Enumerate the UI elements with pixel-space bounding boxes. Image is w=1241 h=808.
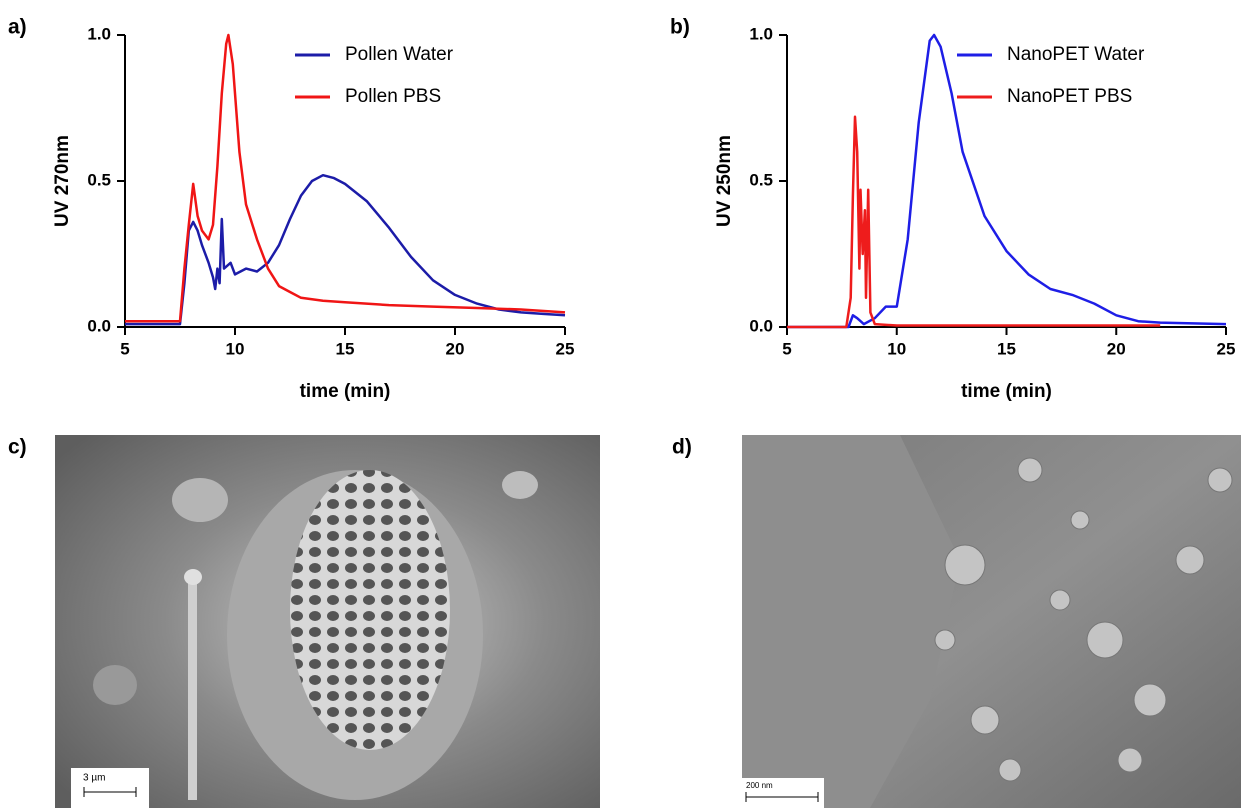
sem-image-d: [742, 435, 1241, 808]
x-axis-label: time (min): [300, 381, 391, 402]
y-tick-label: 0.5: [87, 170, 111, 189]
data-line: [787, 33, 1227, 329]
data-line: [125, 173, 566, 326]
x-tick-label: 5: [782, 339, 791, 358]
data-line: [787, 115, 1161, 329]
x-tick-label: 10: [887, 339, 906, 358]
y-tick-label: 0.0: [87, 316, 111, 335]
x-tick-label: 25: [556, 339, 575, 358]
sem-image-c: [55, 435, 600, 808]
x-tick-label: 20: [446, 339, 465, 358]
y-tick-label: 1.0: [87, 24, 111, 43]
y-axis-label: UV 250nm: [714, 135, 735, 227]
legend-label: Pollen PBS: [345, 86, 441, 107]
panel-label: c): [8, 436, 27, 459]
x-tick-label: 10: [226, 339, 245, 358]
x-tick-label: 20: [1107, 339, 1126, 358]
x-tick-label: 15: [336, 339, 355, 358]
legend-label: NanoPET PBS: [1007, 86, 1132, 107]
panel-label: b): [670, 16, 690, 39]
panel-label: d): [672, 436, 692, 459]
x-tick-label: 25: [1217, 339, 1236, 358]
x-axis-label: time (min): [961, 381, 1052, 402]
y-tick-label: 0.0: [749, 316, 773, 335]
legend-label: NanoPET Water: [1007, 44, 1145, 65]
scale-bar-label: 200 nm: [746, 781, 773, 790]
y-axis-label: UV 270nm: [52, 135, 73, 227]
x-tick-label: 5: [120, 339, 129, 358]
y-tick-label: 0.5: [749, 170, 773, 189]
panel-label: a): [8, 16, 27, 39]
y-tick-label: 1.0: [749, 24, 773, 43]
legend-label: Pollen Water: [345, 44, 454, 65]
x-tick-label: 15: [997, 339, 1016, 358]
data-line: [125, 33, 566, 323]
scale-bar-label: 3 µm: [83, 773, 105, 784]
